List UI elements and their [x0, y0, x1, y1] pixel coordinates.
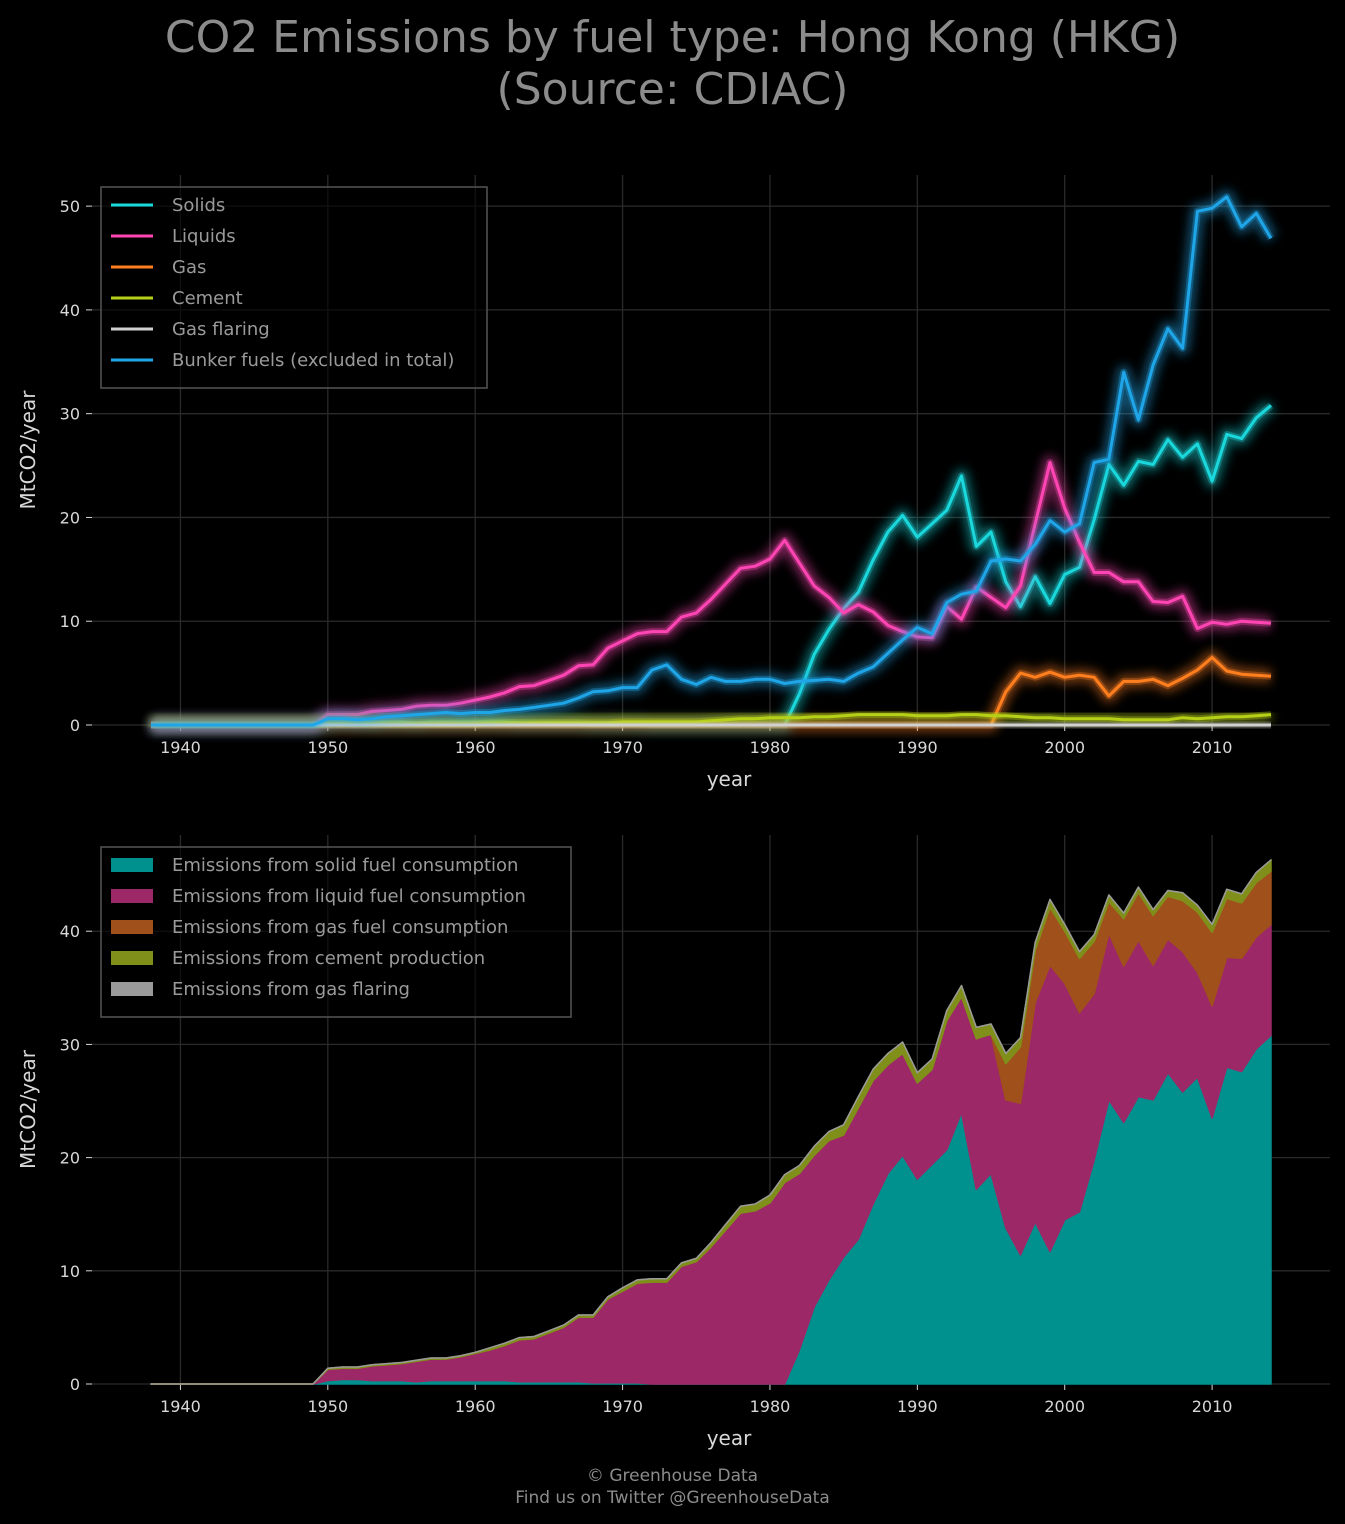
x-tick-label: 2000 — [1044, 738, 1085, 757]
footer-copyright: © Greenhouse Data — [586, 1466, 759, 1486]
legend-label: Cement — [172, 288, 243, 309]
title-line-2: (Source: CDIAC) — [496, 64, 849, 115]
footer: © Greenhouse Data Find us on Twitter @Gr… — [0, 1465, 1345, 1509]
x-tick-label: 1940 — [160, 738, 201, 757]
x-axis-label: year — [707, 767, 752, 791]
legend-swatch — [111, 858, 153, 872]
y-tick-label: 20 — [60, 508, 80, 527]
area-gas-flaring — [150, 859, 1272, 1385]
x-tick-label: 1940 — [160, 1397, 201, 1416]
legend-line: Solids Liquids Gas Cement Gas flaring Bunker … — [100, 186, 488, 389]
series-bunker — [151, 189, 1278, 732]
y-tick-label: 30 — [60, 405, 80, 424]
x-tick-label: 1990 — [897, 1397, 938, 1416]
title-line-1: CO2 Emissions by fuel type: Hong Kong (H… — [164, 12, 1181, 63]
x-tick-label: 1970 — [602, 1397, 643, 1416]
legend-label: Emissions from gas fuel consumption — [172, 917, 508, 938]
legend-label: Emissions from gas flaring — [172, 979, 410, 1000]
x-tick-label: 1970 — [602, 738, 643, 757]
series-line — [151, 195, 1273, 727]
chart-title: CO2 Emissions by fuel type: Hong Kong (H… — [0, 12, 1345, 116]
x-tick-label: 2010 — [1192, 1397, 1233, 1416]
y-tick-label: 10 — [60, 612, 80, 631]
x-tick-label: 1990 — [897, 738, 938, 757]
y-tick-label: 40 — [60, 301, 80, 320]
legend-label: Liquids — [172, 226, 236, 247]
footer-twitter: Find us on Twitter @GreenhouseData — [515, 1488, 830, 1508]
legend-label: Solids — [172, 195, 225, 216]
panel-line: 1940 1950 1960 1970 1980 1990 2000 2010 0 10 20 30 4… — [16, 175, 1330, 791]
y-axis-label: MtCO2/year — [16, 1049, 40, 1169]
legend-swatch — [111, 889, 153, 903]
y-tick-label: 50 — [60, 197, 80, 216]
y-tick-label: 0 — [70, 1375, 80, 1394]
x-tick-label: 2010 — [1192, 738, 1233, 757]
y-tick-label: 20 — [60, 1149, 80, 1168]
legend-swatch — [111, 982, 153, 996]
legend-swatch — [111, 951, 153, 965]
panel-area: 1940 1950 1960 1970 1980 1990 2000 2010 0 10 20 30 4… — [16, 835, 1330, 1450]
legend-area: Emissions from solid fuel consumption Emi… — [100, 846, 572, 1018]
legend-label: Emissions from cement production — [172, 948, 485, 969]
legend-label: Gas flaring — [172, 319, 270, 340]
x-axis-label: year — [707, 1426, 752, 1450]
legend-label: Emissions from liquid fuel consumption — [172, 886, 526, 907]
legend-swatch — [111, 920, 153, 934]
x-tick-label: 1960 — [455, 1397, 496, 1416]
legend-box — [100, 186, 488, 389]
x-tick-label: 1980 — [750, 1397, 791, 1416]
legend-label: Gas — [172, 257, 206, 278]
legend-label: Emissions from solid fuel consumption — [172, 855, 518, 876]
x-tick-label: 1950 — [307, 738, 348, 757]
legend-label: Bunker fuels (excluded in total) — [172, 350, 454, 371]
legend-box — [100, 846, 572, 1018]
x-tick-label: 1960 — [455, 738, 496, 757]
y-tick-label: 30 — [60, 1035, 80, 1054]
y-tick-label: 0 — [70, 716, 80, 735]
y-tick-label: 40 — [60, 922, 80, 941]
y-axis-label: MtCO2/year — [16, 390, 40, 510]
y-tick-label: 10 — [60, 1262, 80, 1281]
x-tick-label: 2000 — [1044, 1397, 1085, 1416]
x-tick-label: 1980 — [750, 738, 791, 757]
x-tick-label: 1950 — [307, 1397, 348, 1416]
